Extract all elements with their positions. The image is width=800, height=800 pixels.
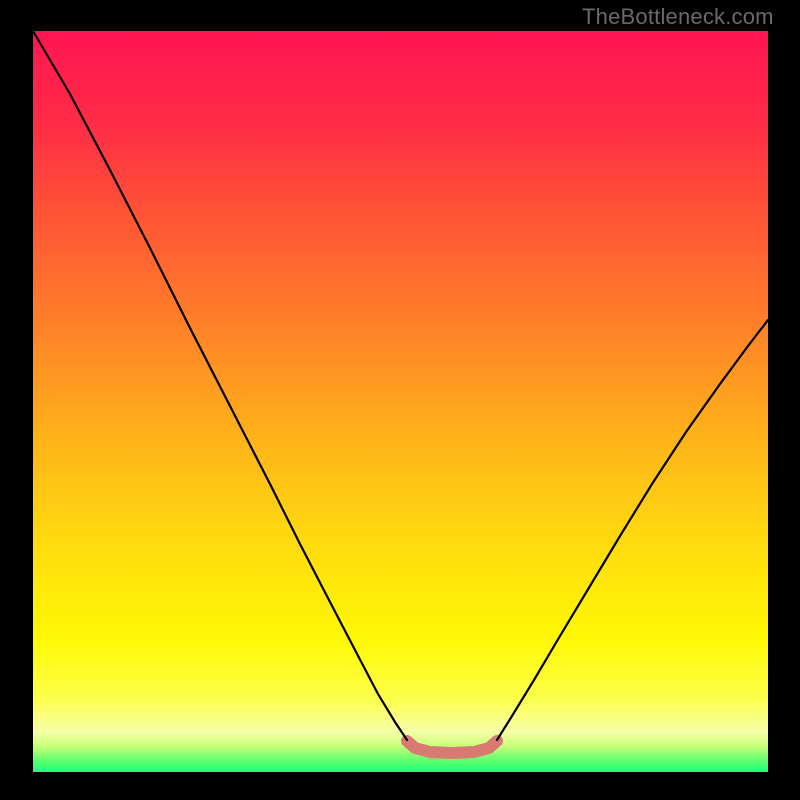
bottleneck-curve-left xyxy=(33,31,407,740)
watermark-text: TheBottleneck.com xyxy=(582,4,774,30)
optimal-zone-marker xyxy=(407,741,497,753)
chart-stage: TheBottleneck.com xyxy=(0,0,800,800)
bottleneck-curve-right xyxy=(497,320,768,740)
curve-layer xyxy=(0,0,800,800)
